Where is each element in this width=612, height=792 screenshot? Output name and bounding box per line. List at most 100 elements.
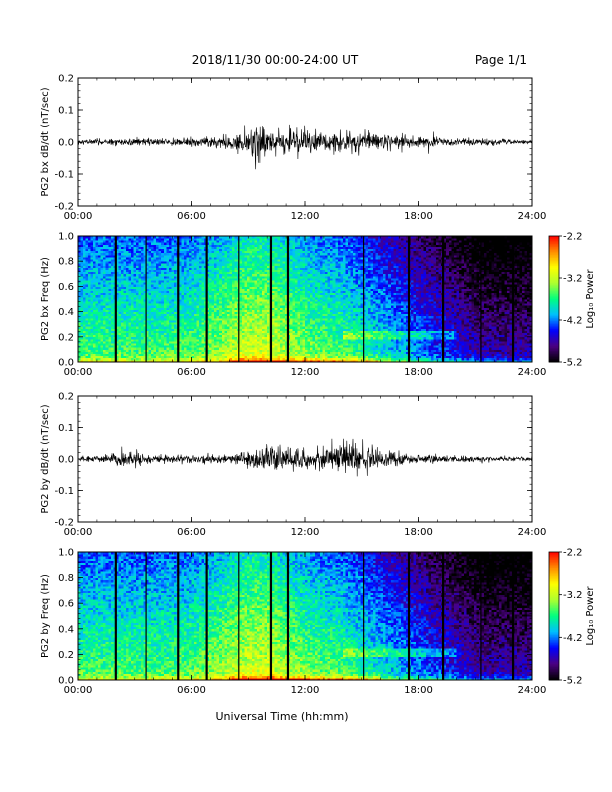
heatmap-cell xyxy=(186,347,190,350)
heatmap-cell xyxy=(211,330,215,333)
heatmap-cell xyxy=(229,353,233,357)
heatmap-cell xyxy=(206,273,210,277)
heatmap-cell xyxy=(98,324,102,327)
heatmap-cell xyxy=(171,267,175,270)
heatmap-cell xyxy=(196,296,200,300)
heatmap-cell xyxy=(209,336,213,340)
heatmap-cell xyxy=(128,263,132,266)
heatmap-cell xyxy=(156,248,160,252)
heatmap-cell xyxy=(105,353,109,357)
heatmap-cell xyxy=(85,246,89,249)
heatmap-cell xyxy=(191,336,195,340)
heatmap-cell xyxy=(181,307,185,310)
heatmap-cell xyxy=(125,301,129,304)
heatmap-cell xyxy=(221,328,225,331)
heatmap-cell xyxy=(214,282,218,285)
heatmap-cell xyxy=(136,242,139,245)
heatmap-cell xyxy=(241,301,245,304)
heatmap-cell xyxy=(153,292,157,296)
heatmap-cell xyxy=(234,313,238,317)
heatmap-cell xyxy=(143,338,147,342)
heatmap-cell xyxy=(194,307,197,310)
heatmap-cell xyxy=(90,296,94,300)
heatmap-cell xyxy=(98,353,102,357)
heatmap-cell xyxy=(183,322,187,325)
heatmap-cell xyxy=(98,341,102,344)
heatmap-cell xyxy=(93,299,97,302)
heatmap-cell xyxy=(196,267,200,270)
heatmap-cell xyxy=(118,290,122,294)
heatmap-cell xyxy=(110,338,114,342)
heatmap-cell xyxy=(199,311,202,315)
heatmap-cell xyxy=(156,317,160,321)
heatmap-cell xyxy=(194,236,197,239)
heatmap-cell xyxy=(78,336,81,340)
heatmap-cell xyxy=(83,286,86,289)
heatmap-cell xyxy=(143,286,147,289)
heatmap-cell xyxy=(219,271,223,275)
heatmap-cell xyxy=(120,353,124,357)
heatmap-cell xyxy=(234,294,238,298)
heatmap-cell xyxy=(158,313,162,317)
heatmap-cell xyxy=(130,305,134,308)
heatmap-cell xyxy=(209,324,213,327)
heatmap-cell xyxy=(138,330,142,333)
heatmap-cell xyxy=(231,296,235,300)
heatmap-cell xyxy=(158,273,162,277)
heatmap-cell xyxy=(241,324,245,327)
heatmap-cell xyxy=(234,317,238,321)
heatmap-cell xyxy=(115,248,119,252)
heatmap-cell xyxy=(234,273,238,277)
heatmap-cell xyxy=(201,334,205,338)
heatmap-cell xyxy=(83,313,86,317)
heatmap-cell xyxy=(136,269,139,273)
heatmap-cell xyxy=(88,288,92,291)
heatmap-cell xyxy=(115,284,119,287)
heatmap-cell xyxy=(244,238,248,241)
heatmap-cell xyxy=(246,353,250,357)
heatmap-cell xyxy=(78,349,81,352)
heatmap-cell xyxy=(156,351,160,354)
heatmap-cell xyxy=(148,284,152,287)
heatmap-cell xyxy=(183,338,187,342)
heatmap-cell xyxy=(136,244,139,247)
heatmap-cell xyxy=(78,341,81,344)
heatmap-cell xyxy=(88,353,92,357)
heatmap-cell xyxy=(246,326,250,329)
heatmap-cell xyxy=(83,347,86,350)
heatmap-cell xyxy=(209,288,213,291)
heatmap-cell xyxy=(219,254,223,258)
heatmap-cell xyxy=(138,296,142,300)
heatmap-cell xyxy=(244,290,248,294)
heatmap-cell xyxy=(118,303,122,306)
heatmap-cell xyxy=(163,345,167,348)
heatmap-cell xyxy=(183,359,187,363)
heatmap-cell xyxy=(166,259,170,262)
heatmap-cell xyxy=(214,317,218,321)
heatmap-cell xyxy=(83,322,86,325)
heatmap-cell xyxy=(216,248,220,252)
heatmap-cell xyxy=(224,343,228,346)
heatmap-cell xyxy=(178,265,182,268)
heatmap-cell xyxy=(201,347,205,350)
heatmap-cell xyxy=(146,278,150,281)
heatmap-cell xyxy=(173,334,177,338)
heatmap-cell xyxy=(110,261,114,264)
heatmap-cell xyxy=(219,238,223,241)
heatmap-cell xyxy=(143,273,147,277)
heatmap-cell xyxy=(171,244,175,247)
heatmap-cell xyxy=(244,244,248,247)
heatmap-cell xyxy=(221,250,225,254)
heatmap-cell xyxy=(244,332,248,336)
heatmap-cell xyxy=(125,246,129,249)
heatmap-cell xyxy=(181,271,185,275)
heatmap-cell xyxy=(85,267,89,270)
heatmap-cell xyxy=(146,324,150,327)
heatmap-cell xyxy=(241,311,245,315)
heatmap-cell xyxy=(141,349,144,352)
heatmap-cell xyxy=(110,238,114,241)
heatmap-cell xyxy=(98,282,102,285)
heatmap-cell xyxy=(153,246,157,249)
heatmap-cell xyxy=(146,236,150,239)
